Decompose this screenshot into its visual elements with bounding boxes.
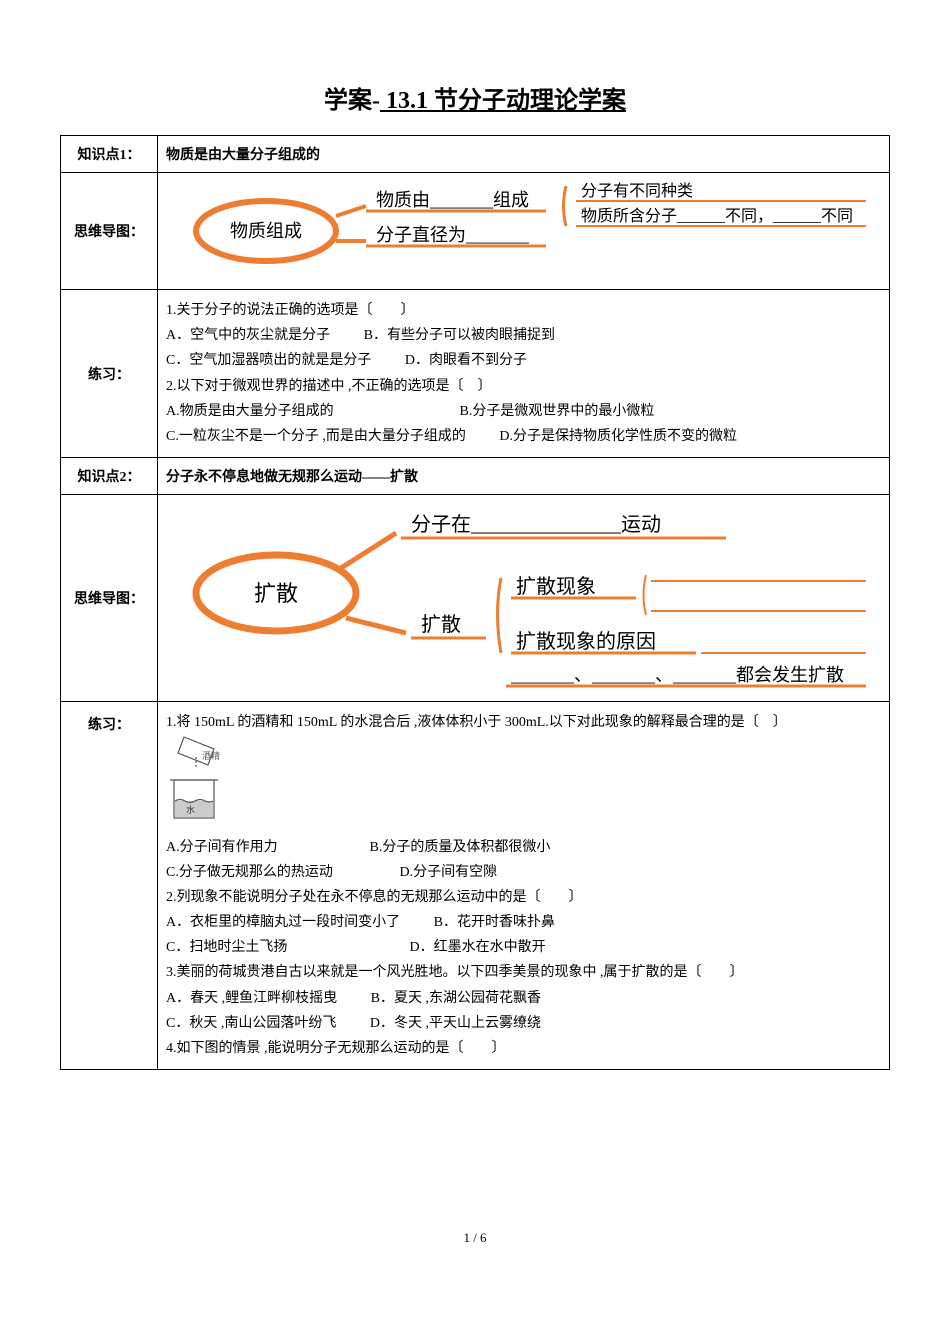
ex2-q4: 4.如下图的情景 ,能说明分子无规那么运动的是〔 〕 [166, 1036, 881, 1061]
title-prefix: 学案- [324, 88, 380, 114]
mm2-diagram: 扩散 分子在_______________运动 扩散 扩散现象 扩散现象的原因 … [158, 495, 890, 702]
ex1-q1c: C．空气加湿器喷出的就是是分子 [166, 348, 371, 373]
mm1-box2: 物质所含分子______不同，______不同 [581, 207, 853, 225]
ex2-q1d: D.分子间有空隙 [400, 860, 498, 885]
ex1-q1d: D．肉眼看不到分子 [405, 348, 527, 373]
mind-map-2: 扩散 分子在_______________运动 扩散 扩散现象 扩散现象的原因 … [166, 503, 866, 693]
ex1-q1a: A．空气中的灰尘就是分子 [166, 323, 330, 348]
kp1-text: 物质是由大量分子组成的 [158, 136, 890, 173]
kp1-label: 知识点1： [61, 136, 158, 173]
worksheet-table: 知识点1： 物质是由大量分子组成的 思维导图： 物质组成 物质由_______组… [60, 135, 890, 1070]
mm2-bottom: _______、_______、_______都会发生扩散 [510, 665, 844, 685]
ex1-q2b: B.分子是微观世界中的最小微粒 [460, 399, 655, 424]
ex2-q3: 3.美丽的荷城贵港自古以来就是一个风光胜地。以下四季美景的现象中 ,属于扩散的是… [166, 960, 881, 985]
ex2-content: 1.将 150mL 的酒精和 150mL 的水混合后 ,液体体积小于 300mL… [158, 702, 890, 1070]
mm2-line1: 分子在_______________运动 [411, 513, 661, 536]
mm1-line2: 分子直径为_______ [376, 225, 530, 245]
mind-map-1: 物质组成 物质由_______组成 分子直径为_______ 分子有不同种类 物… [166, 181, 866, 281]
ex1-q1b: B．有些分子可以被肉眼捕捉到 [364, 323, 555, 348]
mm2-label: 思维导图： [61, 495, 158, 702]
ex2-q1b: B.分子的质量及体积都很微小 [370, 835, 551, 860]
ex2-q3a: A．春天 ,鲤鱼江畔柳枝摇曳 [166, 986, 337, 1011]
ex2-q2a: A．衣柜里的樟脑丸过一段时间变小了 [166, 910, 400, 935]
mm2-oval-text: 扩散 [254, 581, 298, 606]
ex2-label: 练习： [61, 702, 158, 1070]
ex2-q1: 1.将 150mL 的酒精和 150mL 的水混合后 ,液体体积小于 300mL… [166, 710, 881, 735]
mm1-box1: 分子有不同种类 [581, 182, 693, 200]
mm1-diagram: 物质组成 物质由_______组成 分子直径为_______ 分子有不同种类 物… [158, 173, 890, 290]
ex1-q2c: C.一粒灰尘不是一个分子 ,而是由大量分子组成的 [166, 424, 466, 449]
ex1-label: 练习： [61, 290, 158, 458]
kp2-label: 知识点2： [61, 458, 158, 495]
ex1-q2: 2.以下对于微观世界的描述中 ,不正确的选项是〔 〕 [166, 374, 881, 399]
page-number: 1 / 6 [60, 1230, 890, 1246]
mm2-line2: 扩散 [421, 613, 461, 636]
kp2-text: 分子永不停息地做无规那么运动——扩散 [158, 458, 890, 495]
svg-text:酒精: 酒精 [202, 750, 220, 761]
mm1-line1: 物质由_______组成 [376, 190, 529, 210]
mm2-box2: 扩散现象的原因 [516, 630, 656, 653]
ex1-q2d: D.分子是保持物质化学性质不变的微粒 [499, 424, 737, 449]
ex2-q2b: B．花开时香味扑鼻 [434, 910, 555, 935]
mm2-box1: 扩散现象 [516, 575, 596, 598]
mm1-oval-text: 物质组成 [230, 221, 302, 241]
ex2-q2: 2.列现象不能说明分子处在永不停息的无规那么运动中的是〔 〕 [166, 885, 881, 910]
page-title: 学案- 13.1 节分子动理论学案 [60, 80, 890, 115]
ex2-q2c: C．扫地时尘土飞扬 [166, 935, 376, 960]
ex2-q3b: B．夏天 ,东湖公园荷花飘香 [371, 986, 541, 1011]
ex1-q2a: A.物质是由大量分子组成的 [166, 399, 426, 424]
ex1-content: 1.关于分子的说法正确的选项是〔 〕 A．空气中的灰尘就是分子 B．有些分子可以… [158, 290, 890, 458]
page: 学案- 13.1 节分子动理论学案 知识点1： 物质是由大量分子组成的 思维导图… [0, 0, 950, 1286]
ex2-q3c: C．秋天 ,南山公园落叶纷飞 [166, 1011, 336, 1036]
beaker-icon: 酒精 水 [166, 735, 236, 825]
svg-text:水: 水 [186, 804, 195, 815]
ex2-q3d: D．冬天 ,平天山上云雾缭绕 [370, 1011, 541, 1036]
ex2-q1a: A.分子间有作用力 [166, 835, 336, 860]
mm1-label: 思维导图： [61, 173, 158, 290]
ex2-q2d: D．红墨水在水中散开 [410, 935, 546, 960]
title-main: 13.1 节分子动理论学案 [380, 88, 626, 114]
ex1-q1: 1.关于分子的说法正确的选项是〔 〕 [166, 298, 881, 323]
ex2-q1c: C.分子做无规那么的热运动 [166, 860, 366, 885]
